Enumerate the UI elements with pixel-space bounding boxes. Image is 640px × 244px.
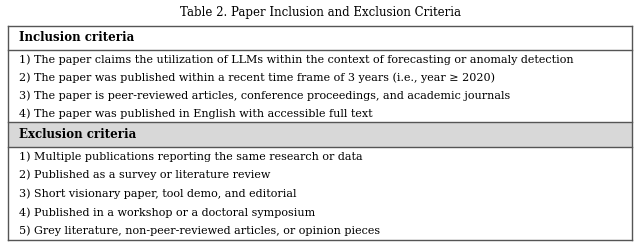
Text: 4) The paper was published in English with accessible full text: 4) The paper was published in English wi… bbox=[19, 108, 373, 119]
Text: 1) The paper claims the utilization of LLMs within the context of forecasting or: 1) The paper claims the utilization of L… bbox=[19, 54, 574, 65]
Text: 5) Grey literature, non-peer-reviewed articles, or opinion pieces: 5) Grey literature, non-peer-reviewed ar… bbox=[19, 226, 380, 236]
Text: 2) The paper was published within a recent time frame of 3 years (i.e., year ≥ 2: 2) The paper was published within a rece… bbox=[19, 72, 495, 82]
Text: Exclusion criteria: Exclusion criteria bbox=[19, 128, 136, 141]
Text: 3) The paper is peer-reviewed articles, conference proceedings, and academic jou: 3) The paper is peer-reviewed articles, … bbox=[19, 90, 511, 101]
Text: 3) Short visionary paper, tool demo, and editorial: 3) Short visionary paper, tool demo, and… bbox=[19, 188, 297, 199]
Text: Inclusion criteria: Inclusion criteria bbox=[19, 31, 134, 44]
Text: 1) Multiple publications reporting the same research or data: 1) Multiple publications reporting the s… bbox=[19, 151, 363, 162]
Text: Table 2. Paper Inclusion and Exclusion Criteria: Table 2. Paper Inclusion and Exclusion C… bbox=[179, 6, 461, 19]
Text: 4) Published in a workshop or a doctoral symposium: 4) Published in a workshop or a doctoral… bbox=[19, 207, 316, 218]
Text: 2) Published as a survey or literature review: 2) Published as a survey or literature r… bbox=[19, 170, 271, 180]
